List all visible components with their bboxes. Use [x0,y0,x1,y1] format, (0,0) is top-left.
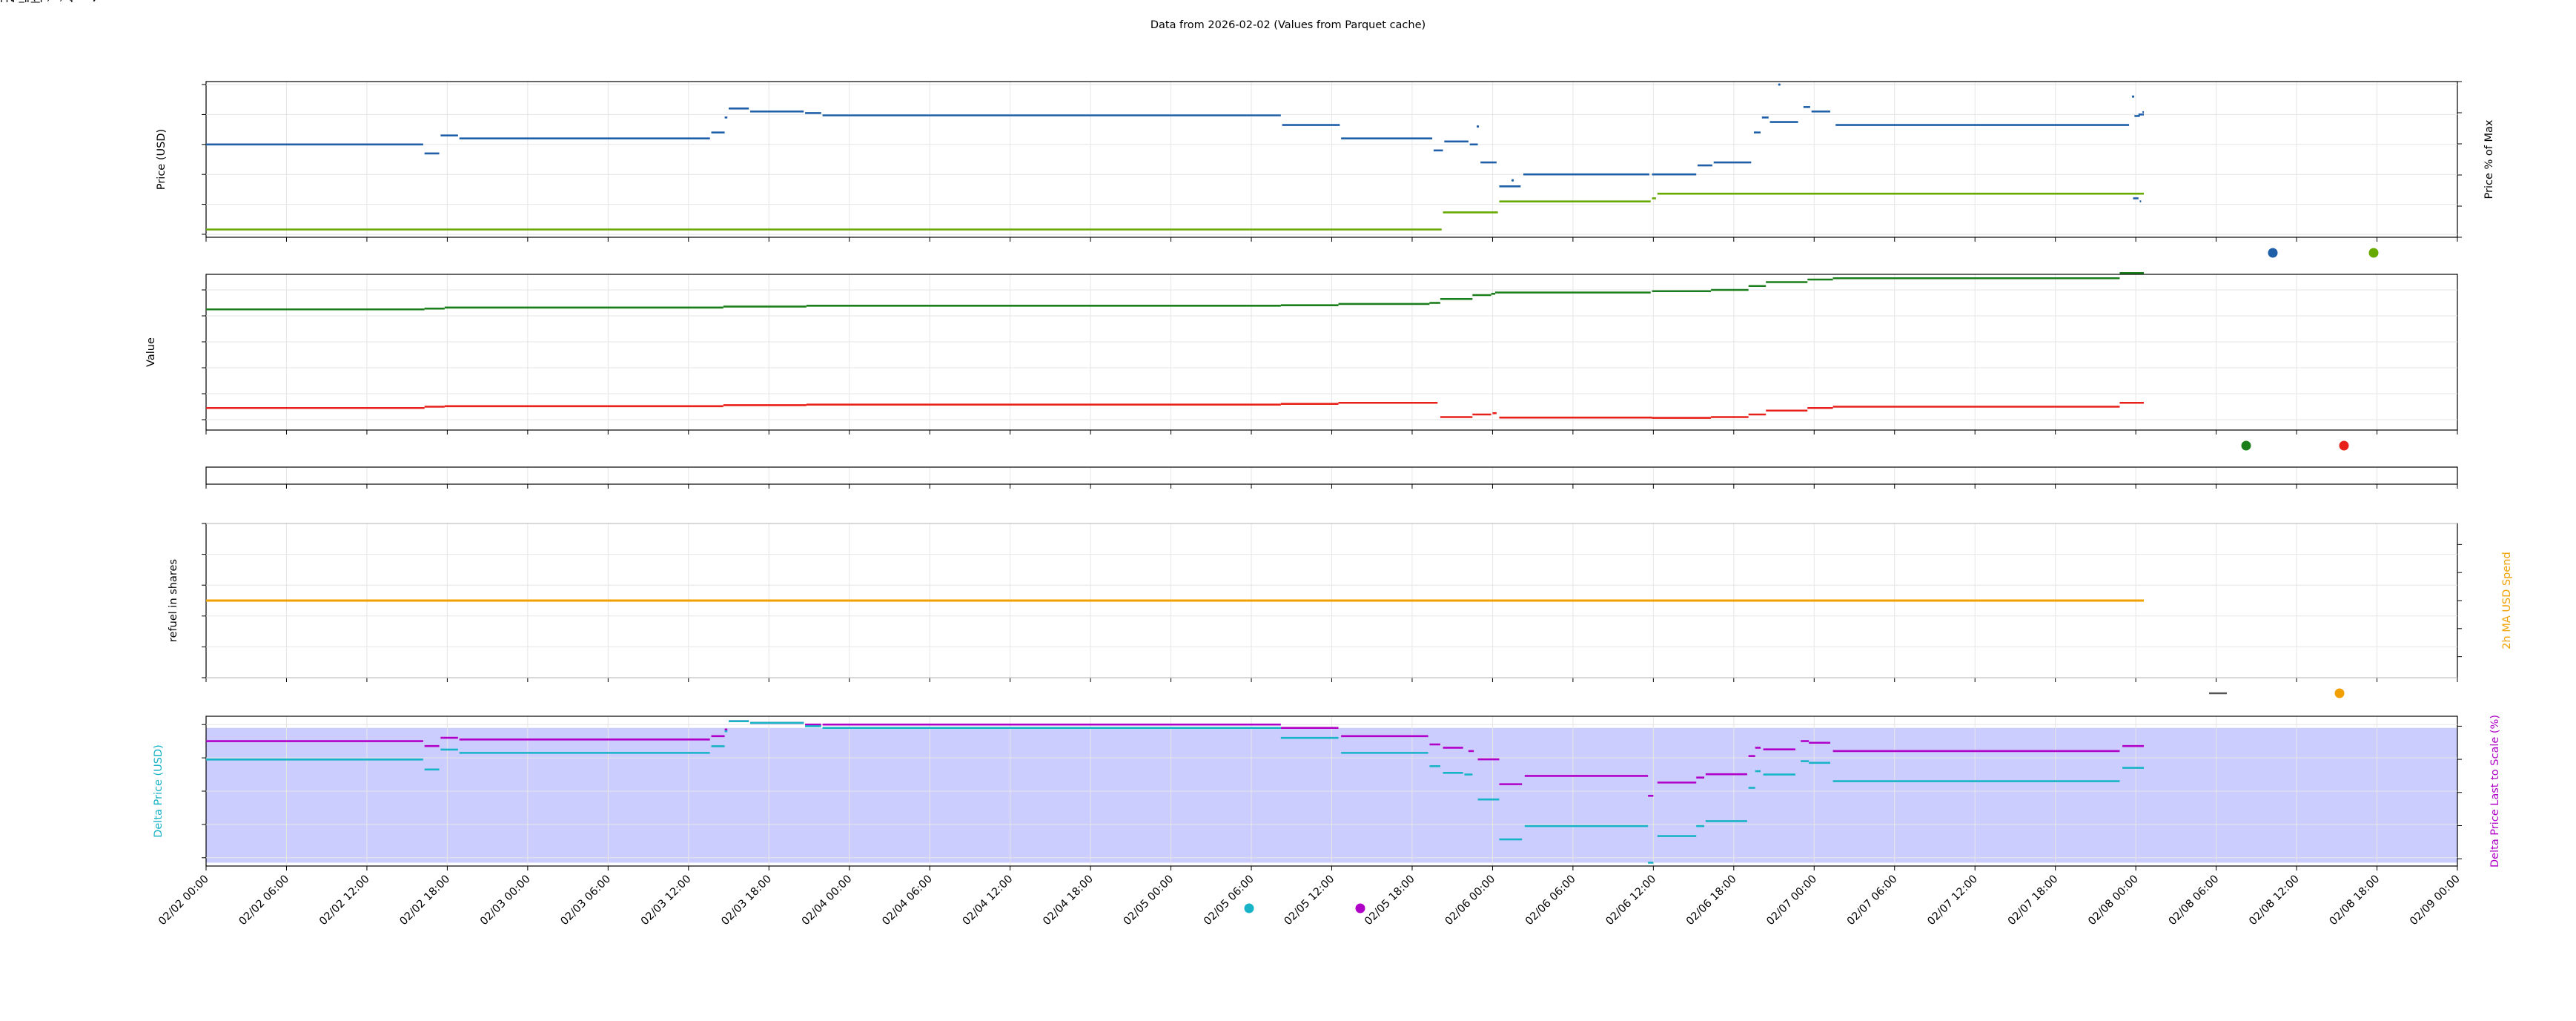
panel-1-frame [205,81,2458,238]
y-tick-label-right: 0.4 [0,0,17,3]
figure-suptitle: Data from 2026-02-02 (Values from Parque… [1150,19,1426,31]
x-tick-label: 02/07 18:00 [2006,873,2061,928]
panel-2-frame [205,274,2458,431]
legend-marker [2268,248,2278,258]
x-tick-label: 02/08 12:00 [2247,873,2302,928]
legend-label: xcp_profit [0,0,53,3]
x-tick-label: 02/08 00:00 [2086,873,2141,928]
x-tick-label: 02/03 06:00 [558,873,613,928]
x-tick-label: 02/09 00:00 [2408,873,2463,928]
x-tick-label: 02/07 12:00 [1925,873,1980,928]
x-tick-label: 02/02 18:00 [398,873,453,928]
x-tick-label: 02/08 18:00 [2328,873,2383,928]
legend-label: refuel_shares [0,0,72,3]
y-tick-label-right: 0.2 [0,0,17,3]
y-axis-label: Price (USD) [156,129,168,190]
x-tick-label: 02/02 12:00 [317,873,372,928]
legend-label: Delta (%) [0,0,50,3]
legend-label: virtual_price / 2 [0,0,84,3]
legend-label: 2h MA USD Spend [0,0,97,3]
legend-label: price scale [0,0,58,3]
y-tick-label-right: −0.02 [0,0,33,3]
legend-marker [2339,440,2349,451]
legend-marker [1355,903,1365,913]
spot-price-dot [1476,125,1480,128]
x-tick-label: 02/04 06:00 [880,873,935,928]
y-axis-label-right: Price % of Max [2483,119,2495,199]
x-tick-label: 02/06 00:00 [1443,873,1498,928]
y-tick-label-right: 0 [0,0,7,3]
x-tick-label: 02/06 06:00 [1523,873,1578,928]
x-tick-label: 02/04 12:00 [961,873,1016,928]
x-tick-label: 02/03 18:00 [719,873,774,928]
x-tick-label: 02/06 18:00 [1684,873,1739,928]
y-axis-label: Delta Price (USD) [153,744,165,838]
spot-price-dot [2131,95,2135,98]
x-tick-label: 02/08 06:00 [2167,873,2222,928]
y-axis-label: refuel in shares [168,559,179,642]
x-tick-label: 02/06 12:00 [1604,873,1659,928]
y-tick-label-right: −1 [0,0,16,3]
y-tick-label-right: −2 [0,0,16,3]
legend-marker [2368,248,2379,258]
y-axis-label: Value [145,337,157,367]
legend-label: Delta (USD) [0,0,64,3]
y-tick-label-right: 0.02 [0,0,24,3]
legend-label: spot price [0,0,53,3]
x-tick-label: 02/04 18:00 [1041,873,1096,928]
y-tick-label-right: 0.04 [0,0,24,3]
x-tick-label: 02/05 00:00 [1122,873,1176,928]
chart-title: Refueling events (vertical lines) [0,0,97,3]
x-tick-label: 02/04 00:00 [800,873,855,928]
x-tick-label: 02/03 12:00 [639,873,694,928]
x-tick-label: 02/07 00:00 [1764,873,1819,928]
y-tick-label-right: −0.04 [0,0,33,3]
x-tick-label: 02/02 06:00 [237,873,292,928]
x-tick-label: 02/02 00:00 [156,873,211,928]
legend-marker [2241,440,2251,451]
y-tick-label-right: 2 [0,0,7,3]
y-tick-label-right: 1.0 [0,0,17,3]
spot-price-dot [1511,179,1514,182]
x-tick-label: 02/05 06:00 [1202,873,1256,928]
y-tick-label-right: 0.0 [0,0,17,3]
y-tick-label-right: 0.8 [0,0,17,3]
panel-3-frame [205,466,2458,485]
x-tick-label: 02/03 00:00 [478,873,533,928]
y-tick-label-right: 0.00 [0,0,24,3]
x-tick-label: 02/05 18:00 [1363,873,1417,928]
x-tick-label: 02/05 12:00 [1282,873,1337,928]
y-tick-label-right: 0.6 [0,0,17,3]
x-tick-label: 02/07 06:00 [1845,873,1900,928]
y-tick-label-right: 1 [0,0,7,3]
y-axis-label-right: 2h MA USD Spend [2501,552,2513,649]
y-axis-label-right: Delta Price Last to Scale (%) [2489,715,2501,868]
spot-price-dot [1778,83,1781,86]
legend-marker [1244,903,1254,913]
chart-title: USDC/BRZ: Spot and Scale Prices Over Tim… [0,0,156,4]
legend-marker [2334,688,2345,698]
